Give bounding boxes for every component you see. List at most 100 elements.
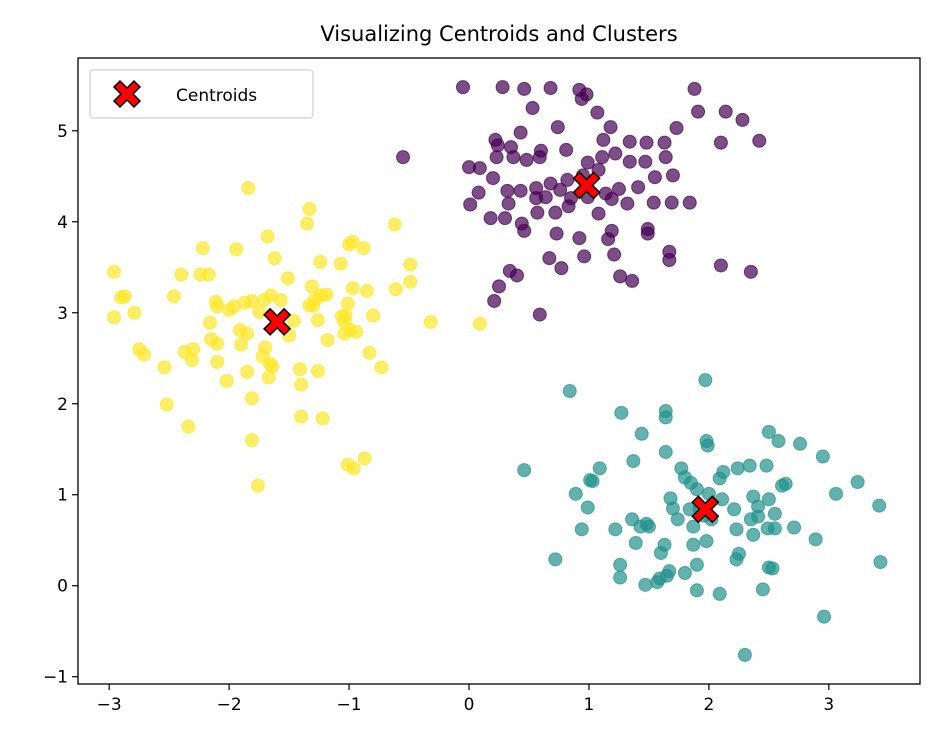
cluster_1-point bbox=[574, 522, 589, 537]
cluster_0-point bbox=[489, 150, 504, 165]
cluster_1-point bbox=[761, 424, 776, 439]
cluster_2-point bbox=[106, 310, 121, 325]
cluster_1-point bbox=[767, 506, 782, 521]
cluster_0-point bbox=[492, 279, 506, 294]
legend: Centroids bbox=[89, 69, 314, 119]
cluster_0-point bbox=[543, 176, 558, 191]
cluster_0-point bbox=[718, 104, 733, 119]
cluster_0-point bbox=[646, 195, 661, 210]
cluster_2-point bbox=[345, 281, 360, 296]
cluster_0-point bbox=[665, 168, 680, 183]
x-tick-label: 2 bbox=[703, 695, 714, 715]
cluster_1-point bbox=[689, 482, 704, 497]
cluster_1-point bbox=[652, 571, 667, 586]
cluster_0-point bbox=[574, 91, 589, 106]
cluster_0-point bbox=[396, 150, 411, 165]
cluster_0-point bbox=[735, 112, 750, 127]
cluster_2-point bbox=[313, 254, 328, 269]
cluster_2-point bbox=[292, 362, 307, 377]
cluster_1-point bbox=[815, 449, 830, 464]
cluster_0-point bbox=[548, 205, 563, 220]
cluster_0-point bbox=[560, 172, 575, 187]
cluster_0-point bbox=[658, 150, 673, 165]
cluster_0-point bbox=[691, 104, 706, 119]
cluster_2-point bbox=[304, 279, 319, 294]
cluster_2-point bbox=[210, 299, 225, 314]
cluster_0-point bbox=[604, 223, 619, 238]
cluster_0-point bbox=[561, 199, 576, 214]
cluster_1-point bbox=[737, 647, 752, 662]
cluster_1-point bbox=[793, 436, 808, 451]
cluster_0-point bbox=[553, 182, 568, 197]
cluster_1-point bbox=[670, 512, 685, 527]
cluster_1-point bbox=[873, 555, 888, 570]
cluster_0-point bbox=[506, 150, 521, 165]
cluster_2-point bbox=[294, 409, 309, 424]
cluster_1-point bbox=[808, 532, 823, 547]
cluster_1-point bbox=[712, 586, 727, 601]
cluster_0-point bbox=[500, 183, 515, 198]
cluster_0-point bbox=[530, 205, 545, 220]
cluster_0-point bbox=[532, 150, 547, 165]
cluster_0-point bbox=[638, 154, 653, 169]
cluster_0-point bbox=[509, 268, 524, 283]
cluster_0-point bbox=[517, 81, 532, 96]
cluster_2-point bbox=[320, 333, 335, 348]
cluster_1-point bbox=[743, 512, 758, 527]
plot-frame bbox=[77, 57, 921, 685]
cluster_0-point bbox=[591, 206, 606, 221]
cluster_0-point bbox=[595, 150, 610, 165]
cluster_1-point bbox=[633, 519, 648, 534]
x-tick-label: −1 bbox=[337, 695, 362, 715]
cluster_2-point bbox=[423, 314, 438, 329]
cluster_1-point bbox=[658, 444, 673, 459]
cluster_0-point bbox=[456, 80, 471, 95]
cluster_2-point bbox=[333, 256, 348, 271]
cluster_2-point bbox=[388, 282, 403, 297]
cluster_1-point bbox=[663, 491, 678, 506]
cluster_2-point bbox=[181, 419, 196, 434]
cluster_2-point bbox=[300, 216, 315, 231]
cluster_1-point bbox=[765, 561, 780, 576]
cluster_0-point bbox=[604, 192, 619, 207]
cluster_0-point bbox=[607, 247, 622, 262]
cluster_2-point bbox=[362, 345, 377, 360]
cluster_0-point bbox=[752, 133, 767, 148]
cluster_0-point bbox=[497, 211, 512, 226]
cluster_1-point bbox=[677, 565, 692, 580]
cluster_1-point bbox=[653, 545, 668, 560]
cluster_2-point bbox=[260, 229, 275, 244]
centroid-x-marker bbox=[263, 307, 292, 336]
cluster_0-point bbox=[572, 231, 587, 246]
cluster_0-point bbox=[590, 105, 605, 120]
cluster_0-point bbox=[550, 120, 565, 135]
cluster_1-point bbox=[759, 458, 774, 473]
cluster_1-point bbox=[626, 454, 641, 469]
cluster_1-point bbox=[614, 405, 629, 420]
cluster_0-point bbox=[608, 146, 623, 161]
cluster_0-point bbox=[613, 269, 628, 284]
cluster_1-point bbox=[634, 426, 649, 441]
cluster_0-point bbox=[640, 226, 655, 241]
cluster_0-point bbox=[687, 81, 702, 96]
cluster_2-point bbox=[106, 264, 121, 279]
cluster_2-point bbox=[319, 287, 334, 302]
cluster_1-point bbox=[638, 577, 653, 592]
centroid-x-marker bbox=[691, 495, 720, 524]
cluster_2-point bbox=[210, 336, 225, 351]
cluster_2-point bbox=[286, 313, 301, 328]
cluster_2-point bbox=[240, 326, 255, 341]
y-tick-label: 2 bbox=[57, 395, 68, 415]
cluster_1-point bbox=[729, 522, 744, 537]
cluster_2-point bbox=[195, 241, 210, 256]
cluster_2-point bbox=[387, 217, 402, 232]
cluster_2-point bbox=[302, 202, 317, 217]
cluster_1-point bbox=[742, 458, 757, 473]
cluster_0-point bbox=[538, 190, 553, 205]
legend-box bbox=[89, 69, 314, 119]
cluster_0-point bbox=[713, 135, 728, 150]
cluster_2-point bbox=[273, 293, 288, 308]
cluster_1-point bbox=[729, 552, 744, 567]
cluster_2-point bbox=[229, 242, 244, 257]
cluster_0-point bbox=[519, 152, 534, 167]
